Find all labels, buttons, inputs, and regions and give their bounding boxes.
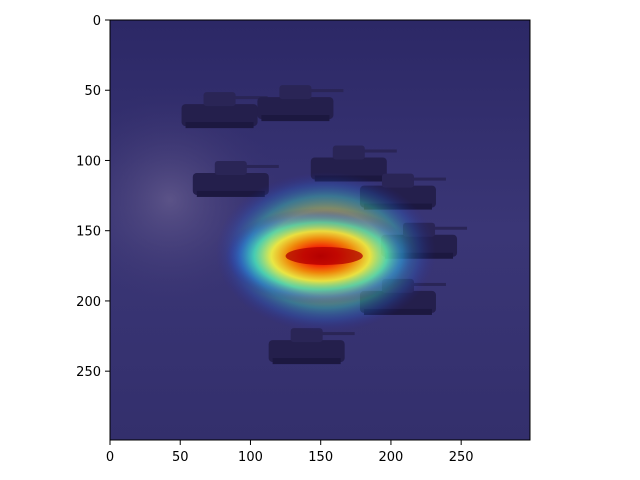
tank-track [261, 115, 330, 122]
x-tick-label: 150 [308, 450, 333, 465]
tank-turret [203, 92, 236, 107]
x-axis: 0 50 100 150 200 250 [106, 440, 474, 465]
y-axis: 0 50 100 150 200 250 [76, 14, 110, 380]
y-tick-label: 250 [76, 365, 101, 380]
x-tick-label: 200 [379, 450, 404, 465]
y-tick-label: 50 [84, 84, 101, 99]
tank-turret [332, 145, 365, 160]
tank-turret [290, 328, 323, 343]
tank-track [196, 190, 265, 197]
x-tick-label: 100 [238, 450, 263, 465]
x-tick-label: 50 [172, 450, 189, 465]
x-tick-label: 0 [106, 450, 114, 465]
tank-hull [257, 97, 334, 120]
x-tick-label: 250 [449, 450, 474, 465]
tank-track [272, 358, 341, 365]
axes-frame [109, 19, 531, 441]
tank-turret [279, 85, 312, 100]
tank-barrel [233, 96, 268, 100]
activation-hotspot-layer [215, 171, 436, 332]
tank-hull [268, 340, 345, 363]
tank-barrel [411, 282, 446, 286]
tank-barrel [433, 226, 468, 230]
tank-barrel [309, 89, 344, 93]
plot-area [110, 20, 530, 440]
tank-track [185, 122, 254, 129]
tank-silhouette [257, 85, 344, 122]
tank-barrel [411, 177, 446, 181]
tank-barrel [362, 149, 397, 153]
tank-silhouette [268, 328, 355, 365]
tank-silhouette [181, 92, 268, 129]
y-tick-label: 0 [93, 14, 101, 29]
tank-silhouette [192, 160, 279, 197]
tank-barrel [320, 332, 355, 336]
tank-hull [181, 104, 258, 127]
y-tick-label: 200 [76, 295, 101, 310]
tank-turret [381, 173, 414, 188]
tank-barrel [244, 164, 279, 168]
tank-turret [214, 160, 247, 175]
tank-hull [192, 172, 269, 195]
hotspot-peak [285, 246, 363, 265]
y-tick-label: 150 [76, 225, 101, 240]
y-tick-label: 100 [76, 154, 101, 169]
